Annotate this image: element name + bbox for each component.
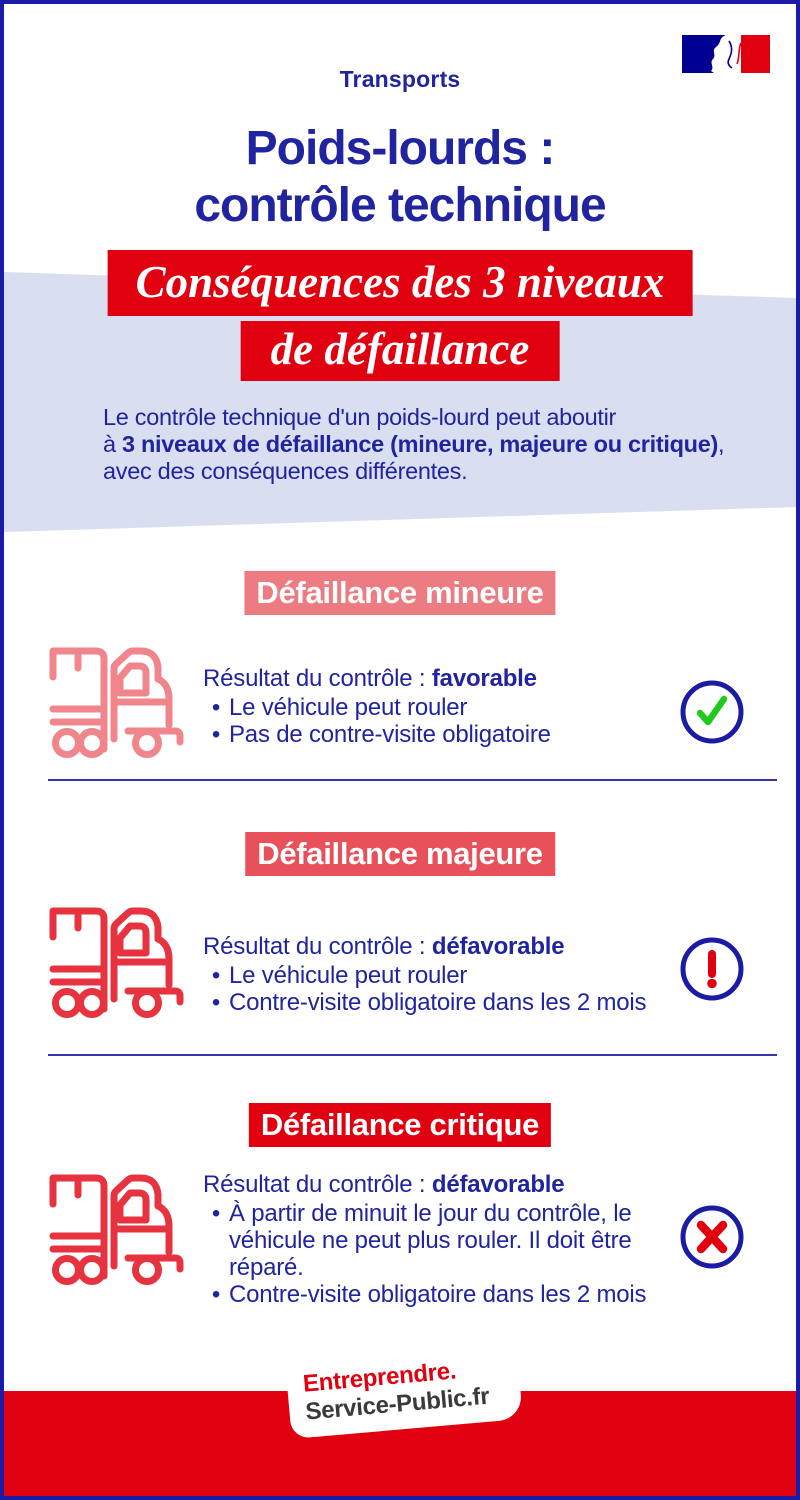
intro-paragraph: Le contrôle technique d'un poids-lourd p…: [103, 404, 725, 485]
bullet-item: • Pas de contre-visite obligatoire: [203, 721, 699, 748]
section-body-minor: Résultat du contrôle : favorable • Le véh…: [203, 665, 699, 748]
bullet-item: • Contre-visite obligatoire dans les 2 mo…: [203, 989, 699, 1016]
french-republic-flag-icon: [682, 35, 770, 73]
section-divider: [48, 1054, 777, 1056]
section-title-minor: Défaillance mineure: [244, 571, 556, 615]
bullet-item: • À partir de minuit le jour du contrôle,…: [203, 1200, 699, 1281]
bullet-marker: •: [211, 989, 221, 1016]
banner-line-2: de défaillance: [240, 321, 560, 381]
intro-line-2: à 3 niveaux de défaillance (mineure, maj…: [103, 431, 725, 457]
result-line: Résultat du contrôle : favorable: [203, 665, 537, 692]
truck-icon: [49, 647, 184, 758]
bullet-item: • Contre-visite obligatoire dans les 2 mo…: [203, 1281, 699, 1308]
bullet-marker: •: [211, 962, 221, 989]
exclamation-circle-icon: [680, 937, 744, 1001]
bullet-marker: •: [211, 1281, 221, 1308]
section-body-critical: Résultat du contrôle : défavorable • À pa…: [203, 1171, 699, 1308]
intro-line-1: Le contrôle technique d'un poids-lourd p…: [103, 404, 617, 430]
intro-line-3: avec des conséquences différentes.: [103, 458, 468, 484]
section-body-major: Résultat du contrôle : défavorable • Le v…: [203, 933, 699, 1016]
result-line: Résultat du contrôle : défavorable: [203, 933, 565, 960]
check-circle-icon: [680, 680, 744, 744]
category-label: Transports: [339, 66, 461, 92]
section-title-critical: Défaillance critique: [248, 1103, 552, 1147]
section-divider: [48, 779, 777, 781]
banner-line-1: Conséquences des 3 niveaux: [107, 250, 693, 316]
page-title-line-1: Poids-lourds :: [245, 122, 556, 175]
truck-icon: [49, 907, 184, 1018]
page-title-line-2: contrôle technique: [194, 179, 606, 232]
cross-circle-icon: [680, 1205, 744, 1269]
bullet-marker: •: [211, 721, 221, 748]
bullet-marker: •: [211, 694, 221, 721]
result-line: Résultat du contrôle : défavorable: [203, 1171, 565, 1198]
bullet-marker: •: [211, 1200, 221, 1227]
bullet-item: • Le véhicule peut rouler: [203, 694, 699, 721]
section-title-major: Défaillance majeure: [245, 832, 555, 876]
bullet-item: • Le véhicule peut rouler: [203, 962, 699, 989]
truck-icon: [49, 1174, 184, 1285]
page-title: Poids-lourds : contrôle technique: [4, 120, 796, 234]
